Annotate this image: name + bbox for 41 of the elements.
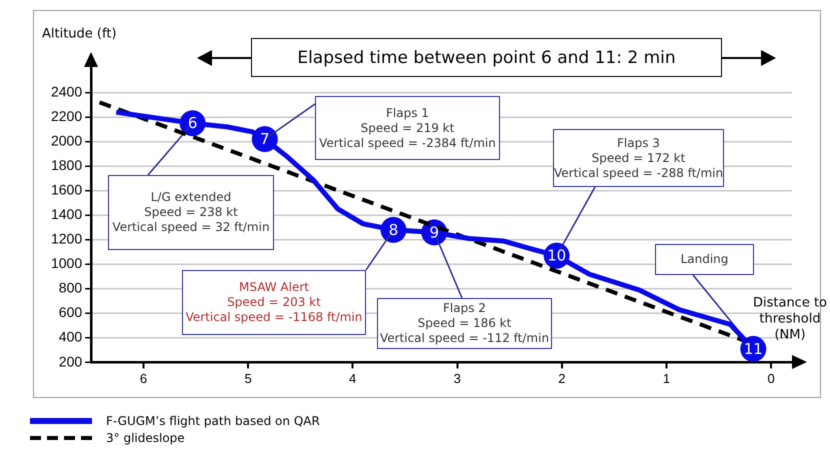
x-tick-label: 1 xyxy=(662,370,670,386)
annotation: 7 xyxy=(260,130,270,148)
x-tick-label: 4 xyxy=(349,370,356,386)
annotation: 9 xyxy=(429,223,440,242)
y-tick-label: 800 xyxy=(58,280,82,296)
y-tick-label: 1000 xyxy=(50,255,82,272)
x-tick-label: 2 xyxy=(558,370,566,386)
annotation: Flaps 1 Speed = 219 kt Vertical speed = -2384 ft/min xyxy=(318,106,497,150)
y-axis-title: Altitude (ft) xyxy=(42,26,117,42)
x-tick-label: 6 xyxy=(140,370,148,386)
y-tick-label: 200 xyxy=(58,353,82,370)
annotation: 11 xyxy=(744,340,763,358)
y-tick-label: 2400 xyxy=(50,83,82,100)
annotation: 10 xyxy=(547,246,566,265)
annotation: Flaps 3 Speed = 172 kt Vertical speed = -288 ft/min xyxy=(554,136,724,180)
note-box: Flaps 3 Speed = 172 kt Vertical speed = -288 ft/min xyxy=(553,129,724,187)
annotation: Landing xyxy=(680,252,730,267)
x-tick-label: 5 xyxy=(244,370,252,386)
note-box: MSAW Alert Speed = 203 kt Vertical speed = -1168 ft/min xyxy=(182,270,366,335)
note-box: Flaps 1 Speed = 219 kt Vertical speed = -2384 ft/min xyxy=(315,96,500,160)
y-tick-label: 2000 xyxy=(50,132,82,148)
x-tick-label: 0 xyxy=(767,370,775,386)
y-tick-label: 2200 xyxy=(50,108,82,124)
y-tick-label: 1400 xyxy=(50,206,82,222)
y-tick-label: 1600 xyxy=(50,182,82,198)
annotation: 8 xyxy=(388,220,398,239)
annotation: 6 xyxy=(188,114,198,132)
annotation: MSAW Alert Speed = 203 kt Vertical speed = -1168 ft/min xyxy=(184,280,364,325)
y-tick-label: 600 xyxy=(58,304,82,320)
note-box: L/G extended Speed = 238 kt Vertical speed = 32 ft/min xyxy=(108,175,274,250)
legend-label: 3° glideslope xyxy=(106,430,185,444)
note-box: Landing xyxy=(655,244,754,275)
note-box: Flaps 2 Speed = 186 kt Vertical speed = -112 ft/min xyxy=(377,298,552,349)
caption-box: Elapsed time between point 6 and 11: 2 min xyxy=(251,38,722,77)
y-tick-label: 1800 xyxy=(50,156,82,173)
legend-label: F-GUGM’s flight path based on QAR xyxy=(106,414,320,428)
y-tick-label: 400 xyxy=(58,328,82,345)
x-tick-label: 3 xyxy=(454,370,461,386)
y-tick-label: 1200 xyxy=(50,230,82,247)
x-axis-title: Distance to threshold (NM) xyxy=(752,295,828,342)
annotation: L/G extended Speed = 238 kt Vertical speed = 32 ft/min xyxy=(111,190,271,235)
